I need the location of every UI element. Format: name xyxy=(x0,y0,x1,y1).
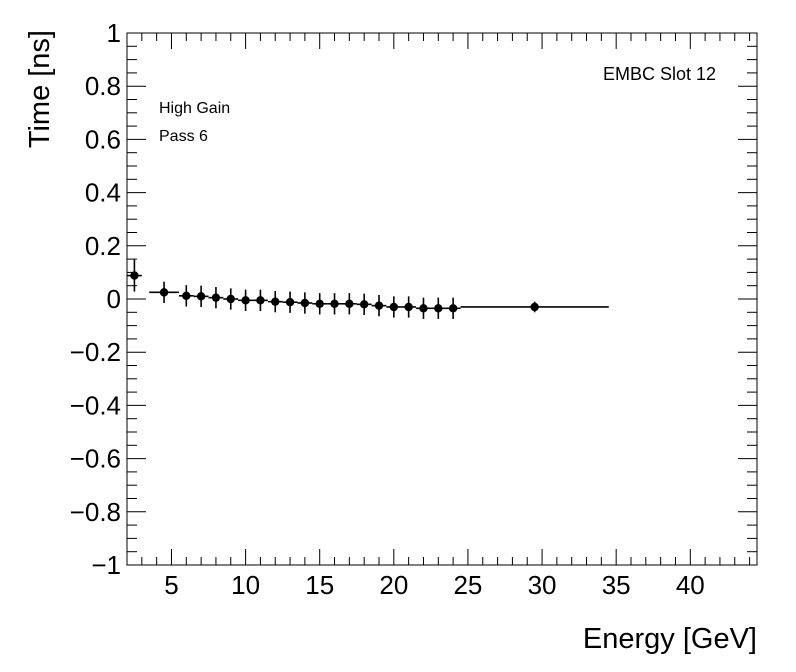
data-point xyxy=(297,292,313,314)
x-tick-label: 40 xyxy=(676,570,705,600)
y-tick-label: 1 xyxy=(107,18,121,48)
data-point xyxy=(253,289,268,311)
point-marker xyxy=(404,302,413,312)
data-series xyxy=(127,259,609,319)
data-point xyxy=(127,259,142,292)
data-point xyxy=(401,296,417,318)
data-point xyxy=(445,297,461,319)
point-marker xyxy=(241,296,250,305)
point-marker xyxy=(530,302,539,312)
data-point xyxy=(312,293,328,315)
point-marker xyxy=(374,301,384,310)
point-marker xyxy=(256,296,265,305)
point-marker xyxy=(315,299,324,308)
y-tick-label: −0.2 xyxy=(70,337,121,367)
data-point xyxy=(208,287,224,309)
point-marker xyxy=(196,292,206,301)
annotation-slot: EMBC Slot 12 xyxy=(603,64,716,84)
point-marker xyxy=(182,291,191,301)
data-point xyxy=(371,295,387,317)
plot-frame xyxy=(126,32,758,566)
x-tick-label: 35 xyxy=(602,570,631,600)
point-marker xyxy=(285,297,295,307)
y-axis-ticks: −1 −0.8 −0.6 −0.4 −0.2 0 0.2 0.4 0.6 0.8 1 xyxy=(70,18,757,580)
data-point xyxy=(460,301,609,313)
point-marker xyxy=(359,300,369,309)
point-marker xyxy=(226,294,235,304)
data-point xyxy=(416,297,431,319)
data-point xyxy=(327,293,342,315)
x-axis-label: Energy [GeV] xyxy=(583,623,757,655)
x-axis-ticks: 5 10 15 20 25 30 35 40 xyxy=(126,33,751,600)
data-point xyxy=(386,296,402,318)
data-point xyxy=(178,285,194,307)
data-point xyxy=(282,291,298,313)
point-marker xyxy=(271,297,280,306)
point-marker xyxy=(130,271,139,280)
y-tick-label: 0.6 xyxy=(85,124,121,154)
x-tick-label: 30 xyxy=(528,570,557,600)
data-point xyxy=(341,293,357,315)
point-marker xyxy=(389,302,399,312)
x-tick-label: 5 xyxy=(164,570,178,600)
point-marker xyxy=(448,304,458,313)
data-point xyxy=(149,281,179,303)
data-point xyxy=(193,285,209,307)
y-tick-label: 0.4 xyxy=(85,178,121,208)
point-marker xyxy=(419,304,428,313)
point-marker xyxy=(330,299,339,308)
annotation-pass: Pass 6 xyxy=(159,128,208,145)
point-marker xyxy=(345,299,354,308)
y-tick-label: −0.4 xyxy=(70,390,121,420)
point-marker xyxy=(434,304,443,313)
point-marker xyxy=(159,288,169,297)
y-axis-label: Time [ns] xyxy=(24,30,56,148)
data-point xyxy=(267,291,283,313)
x-tick-label: 25 xyxy=(453,570,482,600)
y-tick-label: 0 xyxy=(107,284,121,314)
point-marker xyxy=(211,293,221,302)
y-tick-label: −1 xyxy=(91,550,121,580)
y-tick-label: −0.8 xyxy=(70,497,121,527)
annotation-gain: High Gain xyxy=(159,100,230,117)
data-point xyxy=(356,293,372,315)
point-marker xyxy=(300,298,310,308)
x-tick-label: 20 xyxy=(379,570,408,600)
data-point xyxy=(430,297,446,319)
y-tick-label: 0.2 xyxy=(85,231,121,261)
x-tick-label: 10 xyxy=(231,570,260,600)
x-tick-label: 15 xyxy=(305,570,334,600)
data-point xyxy=(238,289,253,311)
y-tick-label: −0.6 xyxy=(70,444,121,474)
y-tick-label: 0.8 xyxy=(85,71,121,101)
data-point xyxy=(223,288,239,310)
